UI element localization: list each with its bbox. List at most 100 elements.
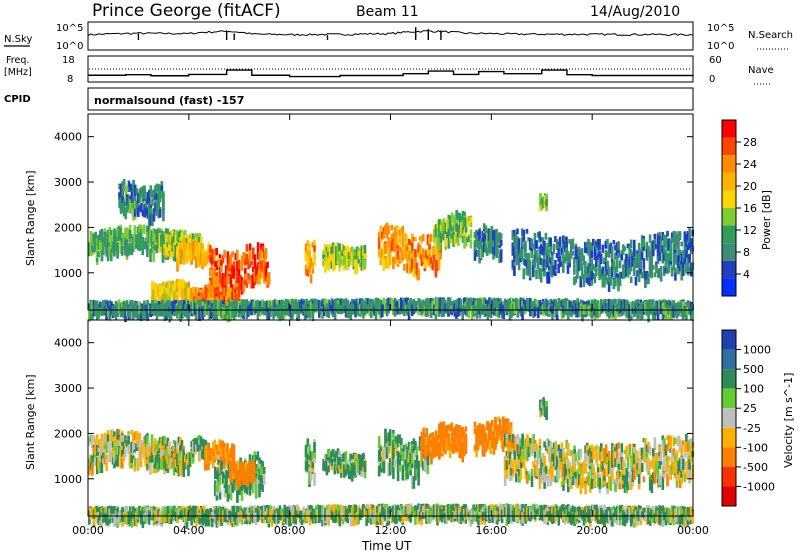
- heatmap-cell: [149, 248, 152, 263]
- heatmap-cell: [184, 287, 187, 296]
- heatmap-cell: [217, 286, 220, 293]
- heatmap-cell: [455, 232, 458, 244]
- heatmap-cell: [152, 209, 156, 222]
- heatmap-cell: [146, 206, 149, 219]
- heatmap-cell: [236, 261, 239, 272]
- heatmap-cell: [563, 236, 567, 246]
- heatmap-cell: [122, 186, 126, 192]
- heatmap-cell: [455, 306, 458, 319]
- heatmap-cell: [125, 227, 129, 240]
- heatmap-cell: [149, 207, 153, 215]
- heatmap-cell: [521, 300, 524, 310]
- heatmap-cell: [362, 257, 365, 267]
- heatmap-cell: [645, 256, 649, 261]
- heatmap-cell: [343, 300, 346, 305]
- heatmap-cell: [263, 251, 266, 262]
- heatmap-cell: [154, 288, 157, 300]
- heatmap-cell: [558, 236, 562, 247]
- heatmap-cell: [152, 228, 155, 242]
- heatmap-cell: [266, 300, 269, 312]
- heatmap-cell: [648, 299, 652, 311]
- heatmap-cell: [240, 284, 244, 291]
- heatmap-cell: [286, 302, 290, 315]
- heatmap-cell: [685, 249, 688, 259]
- heatmap-cell: [467, 304, 471, 318]
- heatmap-cell: [194, 287, 198, 292]
- heatmap-cell: [442, 227, 446, 241]
- heatmap-cell: [647, 248, 650, 255]
- heatmap-cell: [549, 238, 552, 247]
- heatmap-cell: [106, 308, 110, 318]
- heatmap-cell: [667, 238, 671, 251]
- heatmap-cell: [147, 305, 151, 314]
- heatmap-cell: [91, 232, 94, 242]
- heatmap-cell: [677, 264, 680, 273]
- heatmap-cell: [340, 298, 343, 307]
- heatmap-cell: [458, 298, 461, 305]
- heatmap-cell: [277, 304, 280, 314]
- heatmap-cell: [483, 297, 487, 312]
- heatmap-cell: [663, 242, 666, 248]
- heatmap-cell: [151, 213, 154, 227]
- heatmap-cell: [255, 484, 258, 499]
- heatmap-cell: [683, 253, 687, 264]
- heatmap-cell: [368, 306, 371, 316]
- heatmap-cell: [141, 304, 145, 318]
- heatmap-cell: [338, 298, 342, 304]
- heatmap-cell: [441, 221, 444, 235]
- heatmap-cell: [423, 255, 427, 261]
- heatmap-cell: [514, 231, 518, 237]
- heatmap-cell: [163, 307, 167, 319]
- heatmap-cell: [658, 248, 661, 255]
- heatmap-cell: [149, 239, 152, 247]
- heatmap-cell: [371, 299, 375, 304]
- heatmap-cell: [201, 301, 204, 308]
- heatmap-cell: [667, 253, 671, 267]
- heatmap-cell: [309, 257, 313, 263]
- velocity-heatmap: [88, 397, 694, 529]
- heatmap-cell: [598, 257, 601, 268]
- heatmap-cell: [116, 454, 119, 467]
- heatmap-cell: [237, 283, 241, 295]
- heatmap-cell: [354, 301, 357, 309]
- heatmap-cell: [244, 299, 247, 308]
- heatmap-cell: [607, 276, 611, 283]
- heatmap-cell: [338, 243, 341, 251]
- heatmap-cell: [217, 261, 220, 266]
- heatmap-cell: [118, 193, 121, 201]
- heatmap-cell: [404, 244, 408, 256]
- heatmap-cell: [163, 248, 166, 255]
- heatmap-cell: [354, 251, 357, 257]
- heatmap-cell: [198, 287, 201, 293]
- heatmap-cell: [132, 208, 135, 221]
- heatmap-cell: [179, 299, 182, 306]
- colorbar-swatch: [722, 260, 736, 279]
- heatmap-cell: [116, 438, 119, 448]
- heatmap-cell: [516, 255, 519, 264]
- heatmap-cell: [360, 305, 364, 310]
- heatmap-cell: [245, 244, 249, 252]
- heatmap-cell: [302, 304, 305, 313]
- heatmap-cell: [100, 455, 104, 462]
- heatmap-cell: [199, 299, 203, 305]
- heatmap-cell: [95, 238, 99, 244]
- heatmap-cell: [195, 256, 198, 269]
- heatmap-cell: [182, 251, 186, 265]
- heatmap-cell: [212, 249, 215, 264]
- heatmap-cell: [324, 260, 327, 273]
- heatmap-cell: [308, 267, 311, 274]
- heatmap-cell: [362, 246, 365, 251]
- heatmap-cell: [105, 433, 108, 441]
- heatmap-cell: [133, 231, 137, 244]
- heatmap-cell: [245, 303, 249, 311]
- heatmap-cell: [433, 229, 436, 234]
- heatmap-cell: [100, 441, 104, 455]
- heatmap-cell: [177, 284, 181, 292]
- heatmap-cell: [626, 243, 630, 249]
- heatmap-cell: [218, 486, 222, 493]
- heatmap-cell: [634, 305, 638, 314]
- heatmap-cell: [463, 297, 466, 304]
- heatmap-cell: [450, 301, 453, 308]
- heatmap-cell: [304, 248, 308, 260]
